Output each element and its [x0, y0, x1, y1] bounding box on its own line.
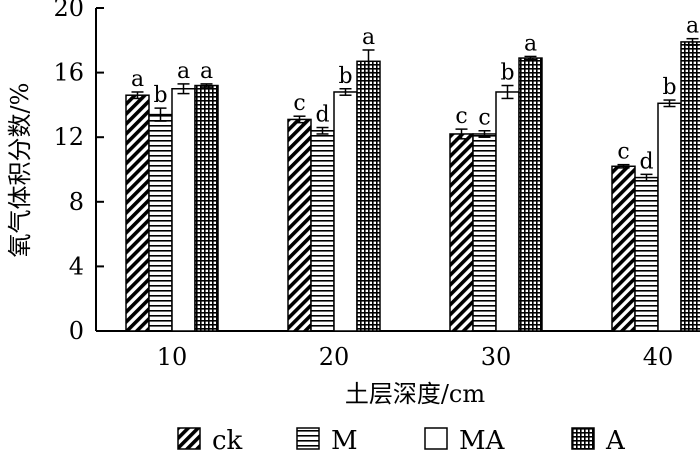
y-tick-label: 16 — [53, 59, 84, 87]
bar — [194, 84, 219, 332]
significance-letter: b — [500, 61, 514, 86]
bar — [125, 94, 150, 332]
bar — [148, 113, 173, 332]
significance-letter: d — [315, 103, 329, 128]
y-axis-title: 氧气体积分数/% — [6, 83, 34, 258]
bar — [680, 41, 700, 332]
x-tick-label: 10 — [157, 343, 188, 371]
bar — [657, 102, 682, 332]
legend-label: ck — [212, 426, 243, 456]
bar — [472, 133, 497, 332]
legend-label: A — [605, 426, 626, 456]
bar — [333, 91, 358, 332]
bar — [356, 60, 381, 332]
significance-letter: b — [338, 64, 352, 89]
significance-letter: a — [686, 14, 699, 39]
bar — [518, 57, 543, 332]
significance-letter: c — [293, 91, 305, 116]
x-tick-label: 40 — [643, 343, 674, 371]
significance-letter: a — [524, 31, 537, 56]
significance-letter: a — [177, 59, 190, 84]
y-tick-label: 12 — [53, 123, 84, 151]
legend-swatch — [571, 427, 595, 450]
legend-swatch — [177, 427, 201, 450]
significance-letter: c — [478, 106, 490, 131]
x-axis-title: 土层深度/cm — [345, 380, 486, 408]
bar — [495, 91, 520, 332]
y-tick-label: 0 — [69, 317, 84, 345]
x-tick-label: 20 — [319, 343, 350, 371]
significance-letter: a — [131, 67, 144, 92]
bar — [171, 88, 196, 332]
significance-letter: a — [200, 59, 213, 84]
legend-swatch — [296, 427, 320, 450]
bar — [634, 176, 659, 332]
legend-swatch — [424, 427, 448, 450]
significance-letter: b — [662, 75, 676, 100]
legend-label: M — [331, 426, 358, 456]
bar — [287, 118, 312, 332]
legend-label: MA — [459, 426, 506, 456]
significance-letter: c — [455, 104, 467, 129]
x-tick-label: 30 — [481, 343, 512, 371]
bar — [310, 129, 335, 332]
y-tick-label: 8 — [69, 188, 84, 216]
significance-letter: d — [639, 149, 653, 174]
y-tick-label: 4 — [69, 252, 84, 280]
bar — [449, 133, 474, 332]
legend: ck M MA A — [177, 426, 626, 456]
significance-letter: b — [153, 83, 167, 108]
significance-letter: a — [362, 25, 375, 50]
bar — [611, 165, 636, 332]
significance-letter: c — [617, 140, 629, 165]
y-tick-label: 20 — [53, 0, 84, 22]
axes: 0 4 8 12 16 20 10 20 30 40 — [53, 0, 700, 371]
